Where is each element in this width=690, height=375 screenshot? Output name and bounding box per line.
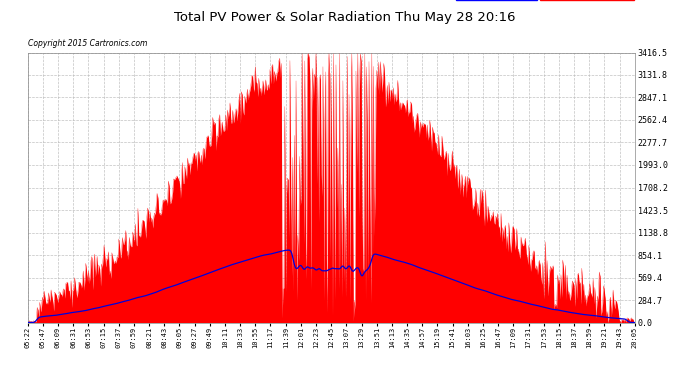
Text: Copyright 2015 Cartronics.com: Copyright 2015 Cartronics.com [28, 39, 147, 48]
Text: Total PV Power & Solar Radiation Thu May 28 20:16: Total PV Power & Solar Radiation Thu May… [175, 11, 515, 24]
